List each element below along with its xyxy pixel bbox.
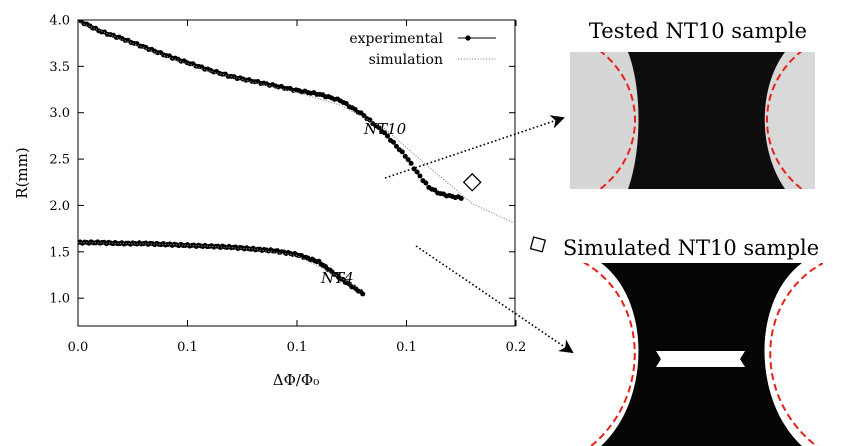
y-tick-label: 1.0 <box>49 292 70 307</box>
experimental-point-nt10 <box>432 187 438 193</box>
y-tick-label: 1.5 <box>49 245 70 260</box>
legend: experimental simulation <box>349 31 496 68</box>
experimental-point-nt10 <box>382 130 388 136</box>
y-axis-label: R(mm) <box>13 147 31 198</box>
simulation-line-nt10 <box>78 21 515 225</box>
x-tick-label: 0.1 <box>287 340 308 355</box>
legend-label-experimental: experimental <box>349 31 443 47</box>
annotation-nt4: NT4 <box>320 269 354 287</box>
experimental-point-nt10 <box>385 133 391 139</box>
experimental-point-nt10 <box>367 117 373 123</box>
x-tick-label: 0.1 <box>177 340 198 355</box>
experimental-point-nt10 <box>402 153 408 159</box>
experimental-point-nt10 <box>408 160 414 166</box>
y-tick-label: 2.0 <box>49 199 70 214</box>
chart: 0.0 0.1 0.1 0.1 0.2 1.0 1.5 2.0 2.5 3.0 3.5 4.0 ΔΦ… <box>13 14 547 389</box>
experimental-point-nt10 <box>343 100 349 106</box>
plot-frame <box>77 19 516 327</box>
x-tick-label: 0.1 <box>396 340 417 355</box>
arrow-to-tested-panel <box>384 115 565 179</box>
experimental-point-nt10 <box>376 125 382 131</box>
experimental-point-nt10 <box>414 169 420 175</box>
series-layer <box>78 20 515 297</box>
legend-label-simulation: simulation <box>369 52 443 68</box>
arrow-to-simulated-panel <box>415 245 574 354</box>
experimental-point-nt10 <box>423 180 429 186</box>
y-tick-label: 3.0 <box>49 106 70 121</box>
experimental-point-nt10 <box>405 157 411 163</box>
tested-panel-title: Tested NT10 sample <box>589 19 807 43</box>
y-tick-label: 3.5 <box>49 60 70 75</box>
y-axis-ticks: 1.0 1.5 2.0 2.5 3.0 3.5 4.0 <box>49 14 515 307</box>
experimental-point-nt10 <box>458 195 464 201</box>
selection-marker <box>529 236 547 253</box>
tested-sample-image <box>570 52 815 189</box>
x-tick-label: 0.0 <box>68 340 89 355</box>
experimental-point-nt10 <box>399 149 405 155</box>
experimental-point-nt10 <box>393 143 399 149</box>
x-axis-label: ΔΦ/Φ₀ <box>273 371 320 389</box>
experimental-point-nt10 <box>417 173 423 179</box>
simulated-panel-title: Simulated NT10 sample <box>563 236 819 260</box>
simulated-sample-image <box>583 263 823 446</box>
legend-marker-experimental <box>458 35 496 41</box>
x-axis-ticks: 0.0 0.1 0.1 0.1 0.2 <box>68 20 527 355</box>
y-tick-label: 2.5 <box>49 153 70 168</box>
experimental-point-nt10 <box>390 139 396 145</box>
marker-layer <box>462 172 547 253</box>
simulation-line-nt4 <box>78 242 363 292</box>
annotation-nt10: NT10 <box>363 120 407 138</box>
y-tick-label: 4.0 <box>49 14 70 29</box>
experimental-point-nt4 <box>360 291 366 297</box>
x-tick-label: 0.2 <box>506 340 527 355</box>
selection-marker <box>462 172 482 192</box>
